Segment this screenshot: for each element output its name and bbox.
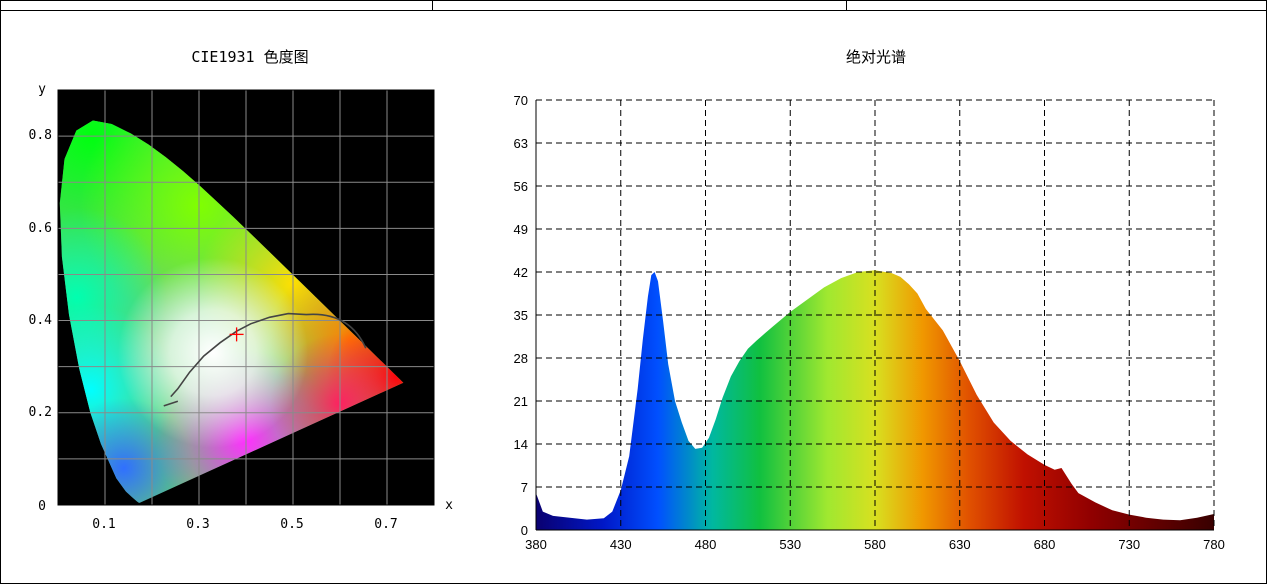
cie-x-tick: 0.7 bbox=[374, 517, 397, 532]
spectrum-y-tick: 49 bbox=[514, 222, 528, 237]
cie-y-tick: 0.4 bbox=[29, 313, 53, 328]
spectrum-y-tick: 63 bbox=[514, 136, 528, 151]
cie-x-axis-label: x bbox=[445, 498, 453, 513]
spectrum-x-tick: 480 bbox=[695, 537, 717, 552]
spectrum-y-tick: 42 bbox=[514, 265, 528, 280]
spectrum-x-tick: 580 bbox=[864, 537, 886, 552]
spectrum-y-tick: 21 bbox=[514, 394, 528, 409]
spectrum-grid bbox=[535, 99, 1215, 531]
table-divider bbox=[846, 0, 847, 10]
spectrum-x-tick: 380 bbox=[525, 537, 547, 552]
spectrum-y-tick: 70 bbox=[514, 93, 528, 108]
spectrum-y-tick: 35 bbox=[514, 308, 528, 323]
cie-y-axis-label: y bbox=[38, 82, 46, 97]
cie-y-tick: 0.6 bbox=[29, 221, 52, 236]
spectrum-x-tick: 630 bbox=[949, 537, 971, 552]
spectrum-y-tick: 0 bbox=[521, 523, 528, 538]
cie-grid bbox=[57, 89, 435, 506]
planckian-locus bbox=[163, 312, 367, 407]
spectrum-y-tick: 14 bbox=[514, 437, 528, 452]
spectrum-x-tick: 430 bbox=[610, 537, 632, 552]
spectrum-tick-labels: 380 430 480 530 580 630 680 730 780 0 7 14 21 28 35 42 4… bbox=[514, 93, 1225, 552]
top-table-strip bbox=[1, 0, 1266, 11]
spectrum-title: 绝对光谱 bbox=[846, 48, 906, 66]
cie-x-tick: 0.3 bbox=[186, 517, 209, 532]
table-divider bbox=[432, 0, 433, 10]
cie-x-tick: 0.1 bbox=[92, 517, 115, 532]
spectrum-x-tick: 780 bbox=[1203, 537, 1225, 552]
cie-y-tick: 0 bbox=[38, 499, 46, 514]
chromaticity-point-marker bbox=[229, 327, 244, 342]
spectrum-y-tick: 28 bbox=[514, 351, 528, 366]
spectrum-x-tick: 680 bbox=[1034, 537, 1056, 552]
cie-title: CIE1931 色度图 bbox=[191, 48, 308, 66]
cie-x-tick: 0.5 bbox=[280, 517, 303, 532]
spectrum-x-tick: 730 bbox=[1118, 537, 1140, 552]
cie-y-tick: 0.2 bbox=[29, 405, 52, 420]
spectrum-y-tick: 7 bbox=[521, 480, 528, 495]
spectrum-y-tick: 56 bbox=[514, 179, 528, 194]
spectrum-x-tick: 530 bbox=[779, 537, 801, 552]
cie-y-tick: 0.8 bbox=[29, 128, 52, 143]
